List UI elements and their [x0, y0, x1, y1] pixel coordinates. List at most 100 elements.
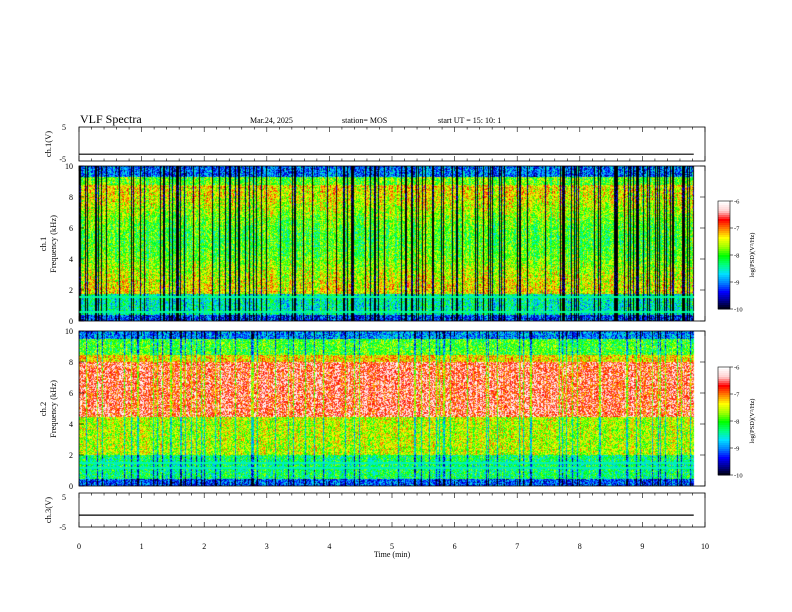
ch1-colorbar-swatch: [718, 203, 730, 206]
ch2-freq-tick-label: 0: [69, 482, 73, 491]
ch2-colorbar-swatch: [718, 383, 730, 386]
ch2-colorbar-swatch: [718, 433, 730, 436]
ch1-ytick-bottom: -5: [59, 155, 66, 164]
ch1-spectrogram-panel: 0 2 4 6 8 10 ch.1 Frequency (kHz): [38, 162, 706, 326]
ch2-colorbar-swatch: [718, 375, 730, 378]
ch1-colorbar-swatch: [718, 277, 730, 280]
ch1-colorbar-swatch: [718, 245, 730, 248]
ch2-colorbar-swatch: [718, 439, 730, 442]
ch1-colorbar-swatch: [718, 237, 730, 240]
ch1-colorbar-swatch: [718, 209, 730, 212]
ch1-freq-tick-label: 2: [69, 286, 73, 295]
ch1-colorbar-swatch: [718, 247, 730, 250]
ch1-spectrogram-channel-label: ch.1: [38, 237, 48, 251]
ch2-colorbar-swatch: [718, 379, 730, 382]
ch2-colorbar-swatch: [718, 441, 730, 444]
ch1-colorbar-swatch: [718, 271, 730, 274]
ch1-colorbar-swatch: [718, 231, 730, 234]
x-tick-label: 4: [327, 542, 331, 551]
ch1-colorbar-swatch: [718, 213, 730, 216]
ch2-colorbar-label: log(PSD)(V²/Hz): [749, 399, 756, 444]
ch2-colorbar-swatch: [718, 389, 730, 392]
ch1-colorbar-swatch: [718, 307, 730, 310]
x-tick-label: 1: [140, 542, 144, 551]
ch2-colorbar-swatch: [718, 387, 730, 390]
ch2-colorbar-swatch: [718, 463, 730, 466]
ch2-freq-tick-label: 2: [69, 451, 73, 460]
ch1-colorbar-swatch: [718, 265, 730, 268]
ch1-colorbar-tick-label: -7: [734, 226, 740, 233]
ch2-colorbar-swatch: [718, 451, 730, 454]
ch2-colorbar-swatch: [718, 435, 730, 438]
ch1-colorbar-swatch: [718, 293, 730, 296]
ch2-colorbar-swatch: [718, 457, 730, 460]
ch1-colorbar-swatch: [718, 261, 730, 264]
ch2-spectrogram-panel: 0 2 4 6 8 10 ch.2 Frequency (kHz): [38, 327, 706, 491]
station-label: station= MOS: [342, 116, 387, 125]
ch1-freq-tick-label: 10: [65, 162, 73, 171]
ch2-colorbar-swatch: [718, 397, 730, 400]
ch2-freq-tick-label: 8: [69, 358, 73, 367]
ch2-freq-tick-label: 4: [69, 420, 73, 429]
ch1-colorbar-swatch: [718, 289, 730, 292]
ch2-colorbar-swatch: [718, 471, 730, 474]
ch2-colorbar-tick-label: -10: [734, 473, 743, 480]
ch1-colorbar-swatch: [718, 259, 730, 262]
ch1-colorbar-swatch: [718, 239, 730, 242]
ch2-frequency-ylabel: Frequency (kHz): [48, 380, 58, 438]
ch1-colorbar-swatch: [718, 235, 730, 238]
ch2-colorbar-swatch: [718, 415, 730, 418]
x-tick-label: 5: [390, 542, 394, 551]
x-axis-tick-labels: 0 1 2 3 4 5 6 7 8 9 10: [77, 542, 709, 551]
ch2-colorbar-swatch: [718, 369, 730, 372]
ch2-colorbar-swatch: [718, 407, 730, 410]
ch1-colorbar-swatch: [718, 291, 730, 294]
ch2-colorbar-swatch: [718, 425, 730, 428]
x-tick-label: 10: [701, 542, 709, 551]
ch2-colorbar-tick-label: -6: [734, 365, 740, 372]
ch2-colorbar-swatch: [718, 467, 730, 470]
ch2-colorbar-swatch: [718, 469, 730, 472]
ch1-colorbar-swatch: [718, 295, 730, 298]
ch1-voltage-ylabel: ch.1(V): [43, 131, 53, 157]
ch1-colorbar-swatch: [718, 217, 730, 220]
x-tick-label: 3: [265, 542, 269, 551]
ch1-freq-tick-label: 8: [69, 193, 73, 202]
ch1-spectrogram-image: [79, 166, 705, 321]
ch1-colorbar-swatch: [718, 281, 730, 284]
ch2-colorbar-swatch: [718, 417, 730, 420]
ch1-colorbar-swatch: [718, 211, 730, 214]
ch1-freq-tick-label: 4: [69, 255, 73, 264]
ch1-colorbar-swatch: [718, 253, 730, 256]
ch2-colorbar-tick-label: -7: [734, 392, 740, 399]
ch2-colorbar-swatch: [718, 445, 730, 448]
ch1-colorbar-label: log(PSD)(V²/Hz): [749, 233, 756, 278]
ch2-colorbar-swatch: [718, 465, 730, 468]
ch2-colorbar-swatch: [718, 413, 730, 416]
ch1-colorbar-swatch: [718, 243, 730, 246]
ch1-colorbar-swatch: [718, 227, 730, 230]
figure-title: VLF Spectra: [80, 112, 142, 126]
ch1-ytick-top: 5: [62, 123, 66, 132]
ch2-colorbar-swatch: [718, 399, 730, 402]
ch1-colorbar-swatch: [718, 251, 730, 254]
ch1-colorbar-swatch: [718, 303, 730, 306]
ch1-colorbar-swatch: [718, 221, 730, 224]
ch2-colorbar-swatch: [718, 395, 730, 398]
ch2-freq-tick-label: 6: [69, 389, 73, 398]
ch3-ytick-bottom: -5: [59, 523, 66, 532]
ch1-colorbar-tick-label: -10: [734, 307, 743, 314]
ch3-voltage-ticks: [78, 493, 706, 527]
ch1-colorbar-swatch: [718, 275, 730, 278]
ch2-colorbar-swatch: [718, 371, 730, 374]
ch1-colorbar-swatch: [718, 269, 730, 272]
ch2-freq-tick-label: 10: [65, 327, 73, 336]
ch2-colorbar-swatch: [718, 411, 730, 414]
ch2-spectrogram-channel-label: ch.2: [38, 402, 48, 416]
ch2-colorbar-swatch: [718, 367, 730, 370]
ch2-colorbar-swatch: [718, 449, 730, 452]
ch2-colorbar-swatch: [718, 405, 730, 408]
ch2-colorbar-swatch: [718, 443, 730, 446]
ch2-colorbar-swatch: [718, 393, 730, 396]
ch3-voltage-frame: [78, 492, 706, 528]
